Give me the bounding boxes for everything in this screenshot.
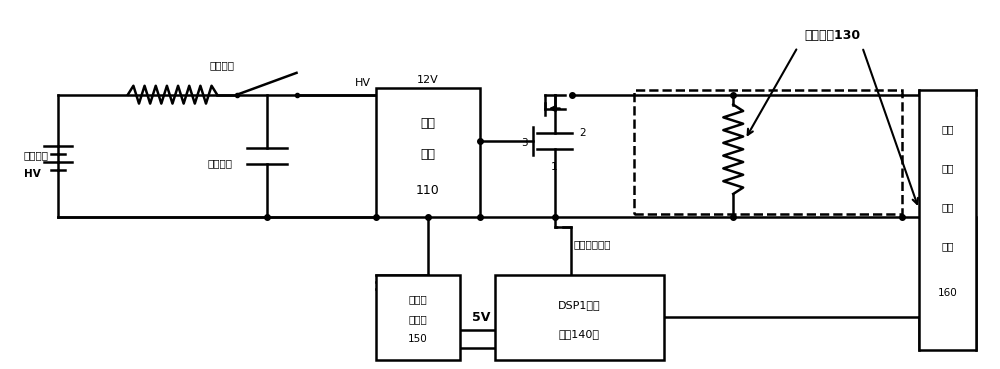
Text: 3: 3 <box>521 138 528 148</box>
Text: DSP1（控: DSP1（控 <box>558 300 601 310</box>
Text: 直流电源: 直流电源 <box>24 150 49 160</box>
Bar <box>376 88 480 217</box>
Text: 模块: 模块 <box>941 241 954 251</box>
Text: 2: 2 <box>579 128 586 138</box>
Text: HV: HV <box>24 169 40 179</box>
Bar <box>495 275 664 360</box>
Bar <box>376 275 460 360</box>
Text: 1: 1 <box>551 162 558 172</box>
Text: 泄放控制信号: 泄放控制信号 <box>574 239 611 249</box>
Text: 制器140）: 制器140） <box>559 330 600 339</box>
Text: 诊断: 诊断 <box>941 202 954 212</box>
Text: 5V: 5V <box>472 311 490 324</box>
Text: 110: 110 <box>416 184 440 197</box>
Text: 主接触器: 主接触器 <box>210 60 235 70</box>
Text: 换模块: 换模块 <box>409 314 427 324</box>
Text: 电源转: 电源转 <box>409 294 427 304</box>
Bar <box>919 90 976 350</box>
Text: 160: 160 <box>938 287 957 297</box>
Text: 备用: 备用 <box>421 117 436 130</box>
Text: HV: HV <box>355 78 371 88</box>
Text: 泄放: 泄放 <box>941 124 954 134</box>
Text: 电源: 电源 <box>421 148 436 161</box>
Text: 泄放电阻130: 泄放电阻130 <box>804 29 861 42</box>
Bar <box>634 90 902 214</box>
Text: 电路: 电路 <box>941 163 954 173</box>
Text: 12V: 12V <box>417 75 439 85</box>
Text: 150: 150 <box>408 334 428 344</box>
Text: 母线电容: 母线电容 <box>208 159 233 169</box>
